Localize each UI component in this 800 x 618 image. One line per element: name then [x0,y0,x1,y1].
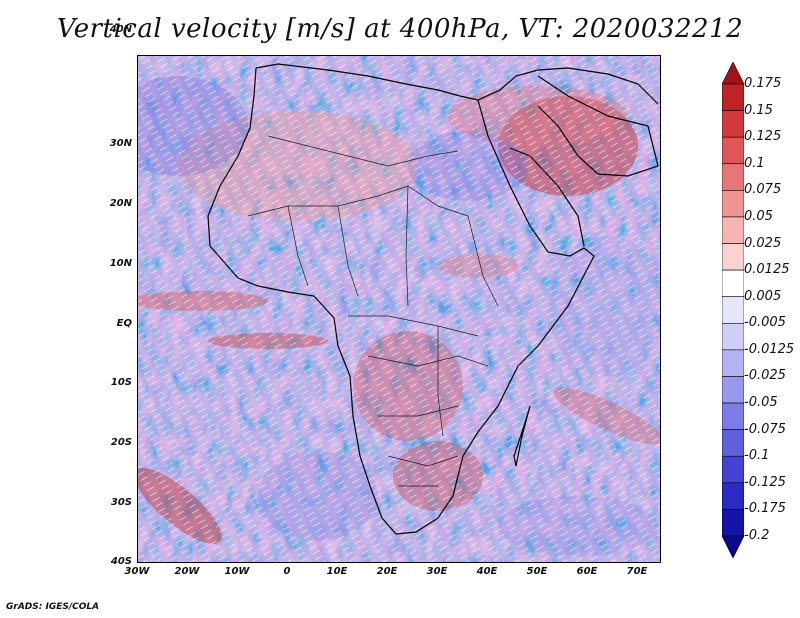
lon-label: 60E [576,566,598,577]
colorbar-label: 0.05 [744,208,773,224]
colorbar-label: 0.005 [744,288,782,304]
lat-label: EQ [116,318,132,329]
field-streaks [138,56,660,562]
colorbar-label: -0.025 [744,368,786,384]
lon-label: 50E [526,566,548,577]
colorbar-label: 0.15 [744,102,773,118]
lon-label: 70E [626,566,648,577]
lat-label: 30S [110,497,132,508]
colorbar-band [722,429,744,457]
colorbar [722,62,744,558]
lat-label: 40N [109,24,132,35]
colorbar-label: -0.075 [744,421,786,437]
colorbar-band [722,269,744,298]
colorbar-band [722,376,744,404]
country-borders [247,135,499,487]
colorbar-label: 0.0125 [744,262,790,278]
lat-label: 40S [110,556,132,567]
chart-title: Vertical velocity [m/s] at 400hPa, VT: 2… [56,14,744,44]
colorbar-label: 0.075 [744,182,782,198]
colorbar-band [722,243,744,271]
coastlines [207,63,659,535]
colorbar-band [722,535,744,558]
credit-text: GrADS: IGES/COLA [6,602,100,612]
colorbar-label: 0.1 [744,155,765,171]
colorbar-band [722,62,744,85]
colorbar-label: -0.1 [744,448,770,464]
colorbar-band [722,509,744,537]
lon-label: 0 [283,566,291,577]
colorbar-label: -0.05 [744,395,778,411]
lon-label: 10E [326,566,348,577]
colorbar-band [722,349,744,377]
colorbar-band [722,136,744,165]
colorbar-label: 0.025 [744,235,782,251]
colorbar-band [722,110,744,138]
colorbar-band [722,455,744,484]
vertical-velocity-field [138,56,660,562]
lat-label: 20N [109,198,132,209]
colorbar-band [722,296,744,324]
lon-label: 20E [376,566,398,577]
colorbar-band [722,190,744,218]
colorbar-label: -0.005 [744,315,786,331]
colorbar-label: 0.175 [744,76,782,91]
colorbar-band [722,216,744,244]
colorbar-band [722,322,744,351]
lat-label: 30N [109,138,132,149]
colorbar-label: -0.125 [744,474,786,490]
lon-label: 10W [224,566,250,577]
lon-label: 40E [476,566,498,577]
colorbar-label: 0.125 [744,129,782,145]
lon-label: 30W [124,566,150,577]
lat-label: 10N [109,258,132,269]
colorbar-label: -0.2 [744,528,770,543]
colorbar-label: -0.175 [744,501,786,517]
lon-label: 30E [426,566,448,577]
lat-label: 20S [110,437,132,448]
map-panel [137,55,661,563]
colorbar-band [722,402,744,430]
colorbar-band [722,163,744,191]
lat-label: 10S [110,377,132,388]
lon-label: 20W [174,566,200,577]
colorbar-band [722,482,744,510]
colorbar-label: -0.0125 [744,341,795,357]
colorbar-band [722,83,744,111]
